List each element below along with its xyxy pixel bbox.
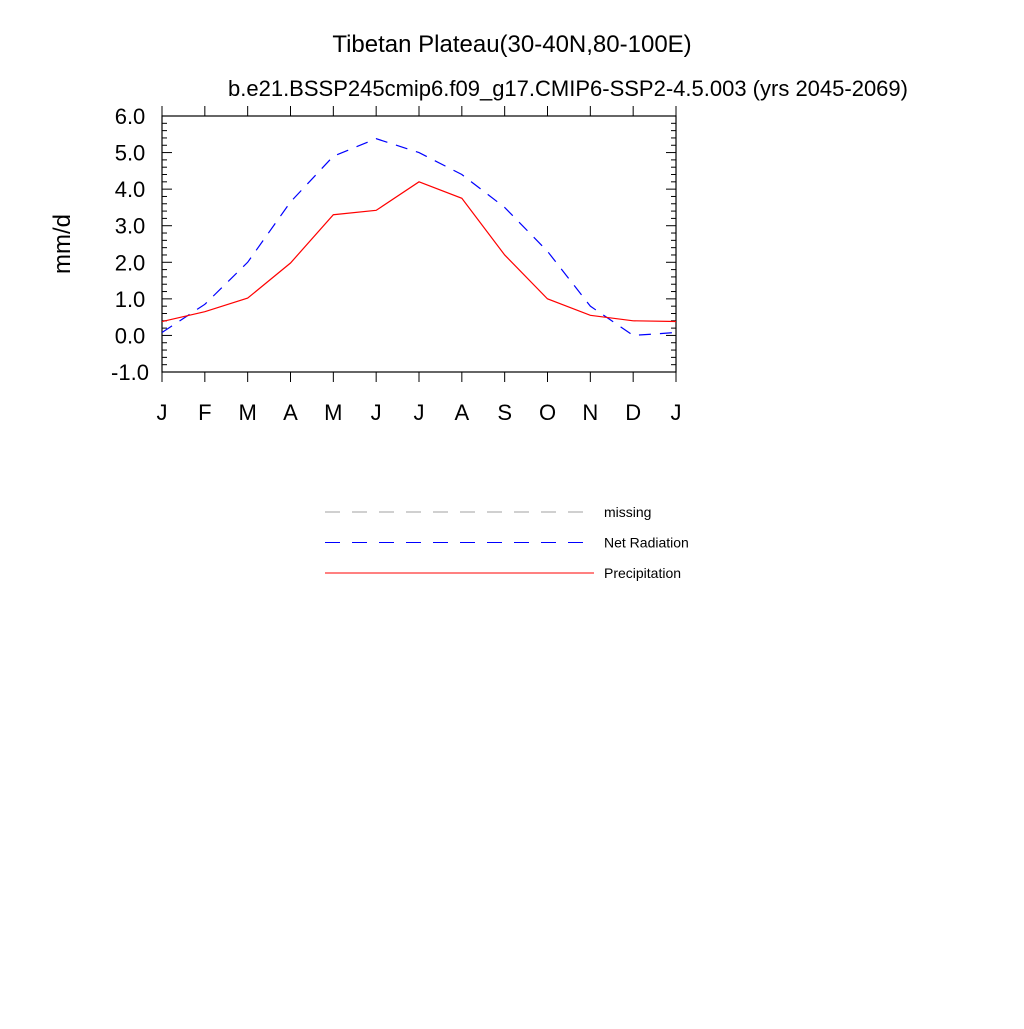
series-layer [161,138,677,337]
series-line-precipitation [161,181,677,323]
x-tick-label: J [414,400,425,425]
y-tick-label: 4.0 [115,177,146,202]
legend-label-missing: missing [604,504,651,520]
x-tick-label: M [324,400,342,425]
x-tick-label: A [454,400,469,425]
y-tick-label: 2.0 [115,250,146,275]
x-tick-label: J [157,400,168,425]
x-tick-label: F [198,400,211,425]
plot-frame [161,115,677,373]
chart-title: Tibetan Plateau(30-40N,80-100E) [332,31,691,58]
x-tick-label: N [582,400,598,425]
x-tick-label: D [625,400,641,425]
x-tick-label: S [497,400,512,425]
y-axis-ticks: -1.0 0.0 1.0 2.0 3.0 4.0 5.0 6.0 [111,104,676,385]
y-tick-label: 6.0 [115,104,146,129]
legend-label-precipitation: Precipitation [604,565,681,581]
plot-border [161,115,677,373]
y-tick-label: 3.0 [115,214,146,239]
chart-subtitle: b.e21.BSSP245cmip6.f09_g17.CMIP6-SSP2-4.… [228,76,908,101]
y-tick-label: -1.0 [111,360,149,385]
x-tick-label: O [539,400,556,425]
y-tick-label: 0.0 [115,323,146,348]
y-axis-label: mm/d [49,214,76,274]
x-tick-label: M [239,400,257,425]
x-tick-label: J [371,400,382,425]
x-tick-label: A [283,400,298,425]
series-line-net-radiation [161,138,677,337]
legend-label-net-radiation: Net Radiation [604,535,689,551]
y-tick-label: 5.0 [115,141,146,166]
legend: missing Net Radiation Precipitation [325,504,689,581]
y-tick-label: 1.0 [115,287,146,312]
x-tick-label: J [671,400,682,425]
